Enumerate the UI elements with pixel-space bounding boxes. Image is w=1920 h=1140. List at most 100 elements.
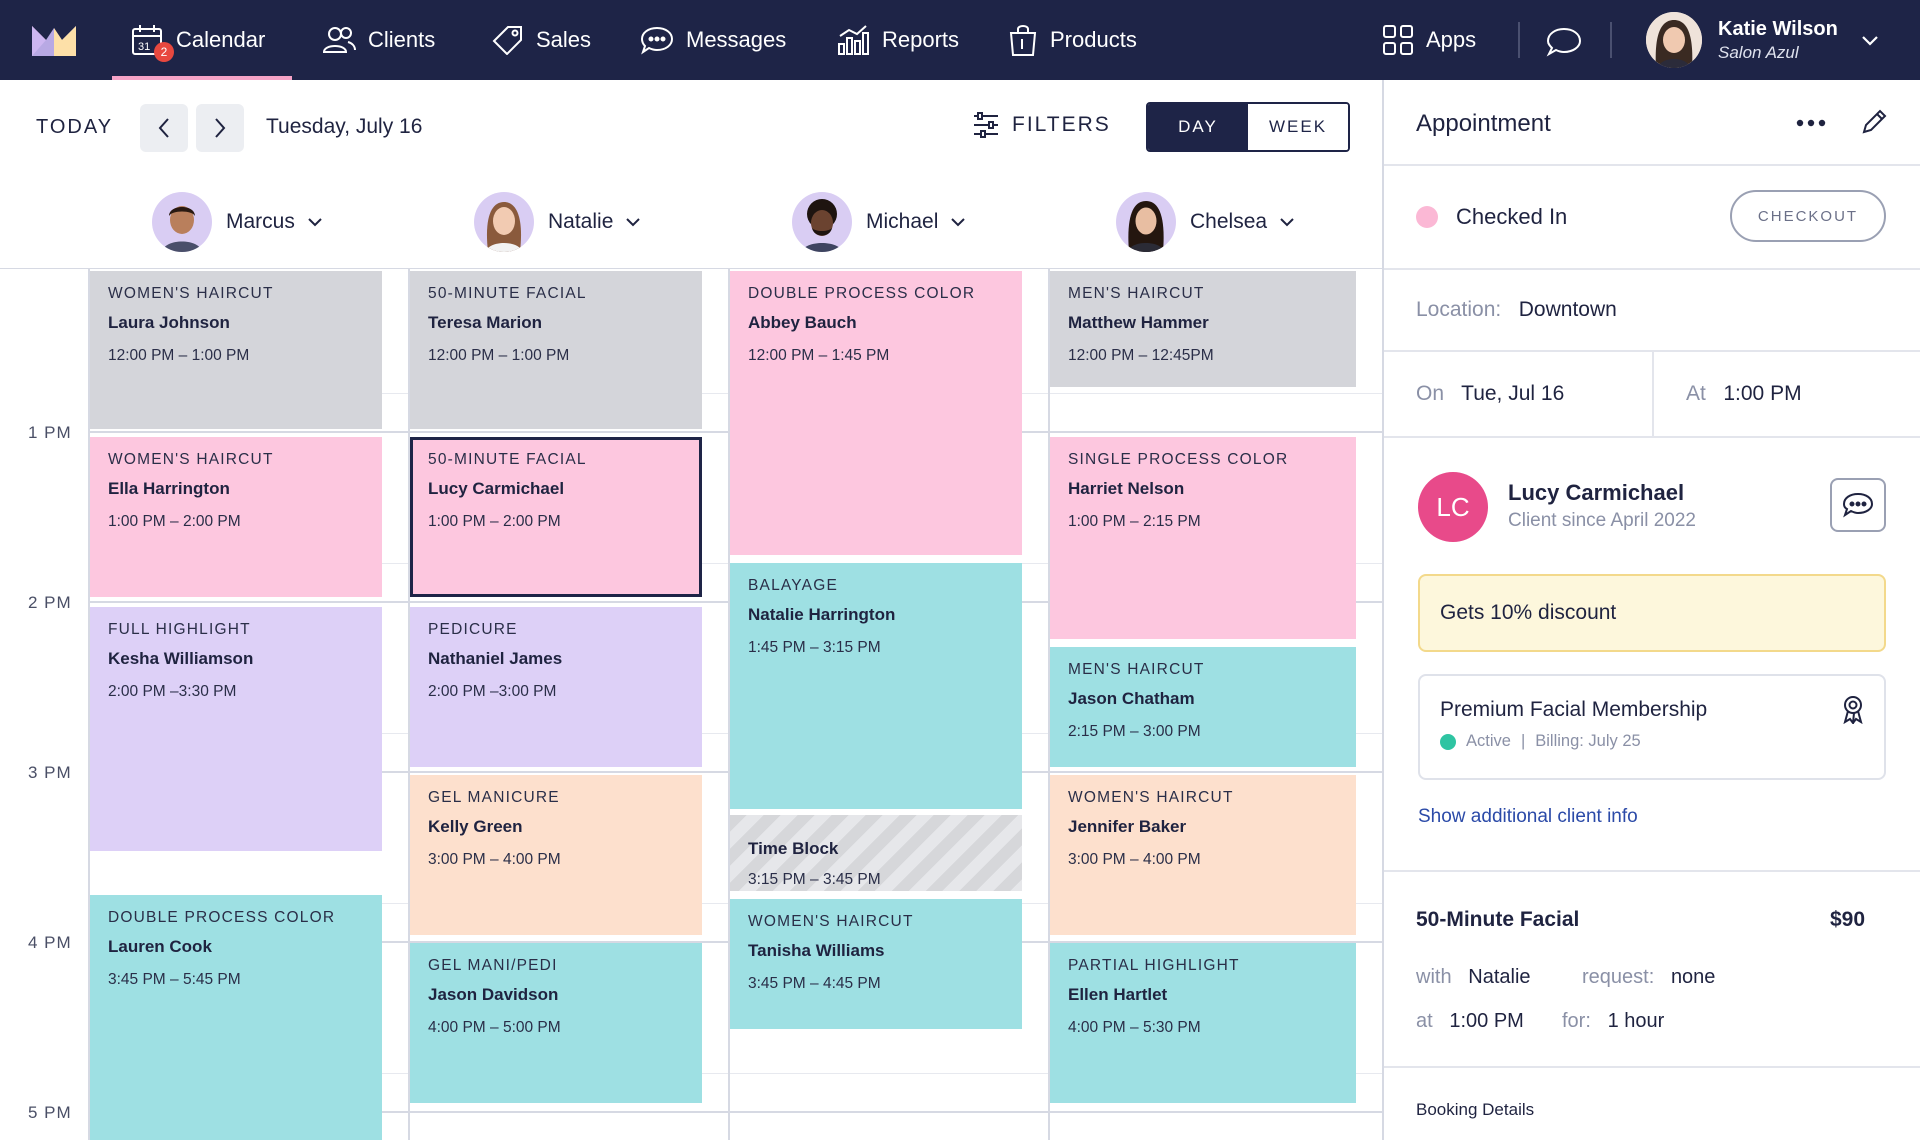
for-value[interactable]: 1 hour xyxy=(1607,1010,1665,1032)
top-navigation: 31 2 Calendar Clients Sales Messages Rep… xyxy=(0,0,1920,80)
service-title[interactable]: 50-Minute Facial xyxy=(1416,908,1580,931)
staff-selector-natalie[interactable]: Natalie xyxy=(474,192,641,252)
filters-button[interactable]: FILTERS xyxy=(972,112,1111,138)
prev-day-button[interactable] xyxy=(140,104,188,152)
chat-bubble-icon[interactable] xyxy=(1546,26,1582,58)
booking-details-label[interactable]: Booking Details xyxy=(1416,1100,1535,1119)
nav-products-label: Products xyxy=(1050,27,1137,52)
clients-icon xyxy=(322,27,356,53)
day-view-button[interactable]: DAY xyxy=(1148,104,1248,150)
appointment-card[interactable]: PARTIAL HIGHLIGHT Ellen Hartlet 4:00 PM … xyxy=(1050,943,1356,1103)
appointment-card[interactable]: 50-MINUTE FACIAL Teresa Marion 12:00 PM … xyxy=(410,271,702,429)
status-label[interactable]: Checked In xyxy=(1456,204,1568,229)
appointment-card[interactable]: GEL MANI/PEDI Jason Davidson 4:00 PM – 5… xyxy=(410,943,702,1103)
chevron-down-icon[interactable] xyxy=(1860,34,1880,48)
nav-products[interactable]: Products xyxy=(1008,0,1137,80)
location-label: Location: xyxy=(1416,298,1502,321)
user-avatar[interactable] xyxy=(1646,12,1702,68)
appointment-time: 3:00 PM – 4:00 PM xyxy=(1068,851,1201,868)
on-value[interactable]: Tue, Jul 16 xyxy=(1461,382,1565,405)
staff-avatar xyxy=(152,192,212,252)
appointment-card[interactable]: WOMEN'S HAIRCUT Ella Harrington 1:00 PM … xyxy=(90,437,382,597)
appointment-card[interactable]: DOUBLE PROCESS COLOR Abbey Bauch 12:00 P… xyxy=(730,271,1022,555)
client-name[interactable]: Lucy Carmichael xyxy=(1508,480,1685,505)
appointment-client: Harriet Nelson xyxy=(1068,479,1185,498)
column-divider xyxy=(408,269,410,1140)
appointment-card[interactable]: BALAYAGE Natalie Harrington 1:45 PM – 3:… xyxy=(730,563,1022,809)
appointment-time: 1:00 PM – 2:00 PM xyxy=(428,513,561,530)
divider xyxy=(1384,1066,1920,1068)
show-client-info-link[interactable]: Show additional client info xyxy=(1418,806,1638,827)
appointment-client: Ellen Hartlet xyxy=(1068,985,1168,1004)
appointment-service: PEDICURE xyxy=(428,621,518,638)
staff-selector-marcus[interactable]: Marcus xyxy=(152,192,323,252)
request-label: request: xyxy=(1582,966,1655,988)
appointment-client: Natalie Harrington xyxy=(748,605,896,624)
filter-sliders-icon xyxy=(974,112,998,138)
appointment-service: MEN'S HAIRCUT xyxy=(1068,661,1205,678)
nav-clients[interactable]: Clients xyxy=(322,0,435,80)
appointment-card[interactable]: GEL MANICURE Kelly Green 3:00 PM – 4:00 … xyxy=(410,775,702,935)
chevron-right-icon xyxy=(215,118,226,138)
appointment-client: Nathaniel James xyxy=(428,649,563,668)
appointment-client: Jason Davidson xyxy=(428,985,559,1004)
appointment-card[interactable]: DOUBLE PROCESS COLOR Lauren Cook 3:45 PM… xyxy=(90,895,382,1140)
nav-reports[interactable]: Reports xyxy=(836,0,959,80)
appointment-service: WOMEN'S HAIRCUT xyxy=(108,285,274,302)
appointment-service: WOMEN'S HAIRCUT xyxy=(1068,789,1234,806)
active-status-dot xyxy=(1440,733,1456,750)
nav-messages[interactable]: Messages xyxy=(640,0,786,80)
today-button[interactable]: TODAY xyxy=(36,116,114,138)
divider xyxy=(1384,350,1920,352)
divider xyxy=(1652,352,1654,438)
nav-calendar[interactable]: 31 2 Calendar xyxy=(112,0,292,80)
brand-logo[interactable] xyxy=(32,22,76,56)
with-value[interactable]: Natalie xyxy=(1468,966,1531,988)
appointment-service: SINGLE PROCESS COLOR xyxy=(1068,451,1289,468)
appointment-card[interactable]: FULL HIGHLIGHT Kesha Williamson 2:00 PM … xyxy=(90,607,382,851)
appointment-card[interactable]: WOMEN'S HAIRCUT Jennifer Baker 3:00 PM –… xyxy=(1050,775,1356,935)
appointment-service: GEL MANICURE xyxy=(428,789,560,806)
appointment-card[interactable]: WOMEN'S HAIRCUT Laura Johnson 12:00 PM –… xyxy=(90,271,382,429)
user-name[interactable]: Katie Wilson xyxy=(1718,18,1838,40)
half-hour-line xyxy=(90,1073,1382,1074)
client-avatar[interactable]: LC xyxy=(1418,472,1488,542)
appointment-card[interactable]: SINGLE PROCESS COLOR Harriet Nelson 1:00… xyxy=(1050,437,1356,639)
current-date: Tuesday, July 16 xyxy=(266,115,423,138)
appointment-service: PARTIAL HIGHLIGHT xyxy=(1068,957,1240,974)
client-since: Client since April 2022 xyxy=(1508,510,1696,531)
message-client-button[interactable] xyxy=(1830,478,1886,532)
staff-selector-michael[interactable]: Michael xyxy=(792,192,966,252)
staff-selector-chelsea[interactable]: Chelsea xyxy=(1116,192,1295,252)
service-at-value[interactable]: 1:00 PM xyxy=(1449,1010,1524,1032)
request-value[interactable]: none xyxy=(1670,966,1716,988)
appointment-card[interactable]: MEN'S HAIRCUT Matthew Hammer 12:00 PM – … xyxy=(1050,271,1356,387)
nav-sales[interactable]: Sales xyxy=(490,0,591,80)
next-day-button[interactable] xyxy=(196,104,244,152)
appointment-time: 3:15 PM – 3:45 PM xyxy=(748,871,881,888)
edit-pencil-icon[interactable] xyxy=(1860,108,1888,136)
more-options-icon[interactable] xyxy=(1796,118,1826,128)
hour-label: 1 PM xyxy=(28,423,72,442)
appointment-card[interactable]: PEDICURE Nathaniel James 2:00 PM –3:00 P… xyxy=(410,607,702,767)
checkout-button[interactable]: CHECKOUT xyxy=(1730,190,1886,242)
membership-card[interactable]: Premium Facial Membership Active | Billi… xyxy=(1418,674,1886,780)
appointment-client: Laura Johnson xyxy=(108,313,230,332)
time-block-card[interactable]: Time Block 3:15 PM – 3:45 PM xyxy=(730,815,1022,891)
appointment-service: DOUBLE PROCESS COLOR xyxy=(748,285,976,302)
nav-clients-label: Clients xyxy=(368,27,436,52)
appointment-service: DOUBLE PROCESS COLOR xyxy=(108,909,336,926)
svg-text:31: 31 xyxy=(138,41,150,53)
at-value[interactable]: 1:00 PM xyxy=(1723,382,1802,405)
nav-apps[interactable]: Apps xyxy=(1382,0,1476,80)
week-view-button[interactable]: WEEK xyxy=(1248,104,1348,150)
membership-details: Active | Billing: July 25 xyxy=(1440,732,1864,751)
appointment-card[interactable]: MEN'S HAIRCUT Jason Chatham 2:15 PM – 3:… xyxy=(1050,647,1356,767)
appointment-client: Teresa Marion xyxy=(428,313,543,332)
location-value[interactable]: Downtown xyxy=(1518,298,1617,321)
appointment-card-selected[interactable]: 50-MINUTE FACIAL Lucy Carmichael 1:00 PM… xyxy=(410,437,702,597)
appointment-card[interactable]: WOMEN'S HAIRCUT Tanisha Williams 3:45 PM… xyxy=(730,899,1022,1029)
staff-avatar xyxy=(792,192,852,252)
at-label: At xyxy=(1686,382,1706,405)
appointment-time: 12:00 PM – 12:45PM xyxy=(1068,347,1214,364)
